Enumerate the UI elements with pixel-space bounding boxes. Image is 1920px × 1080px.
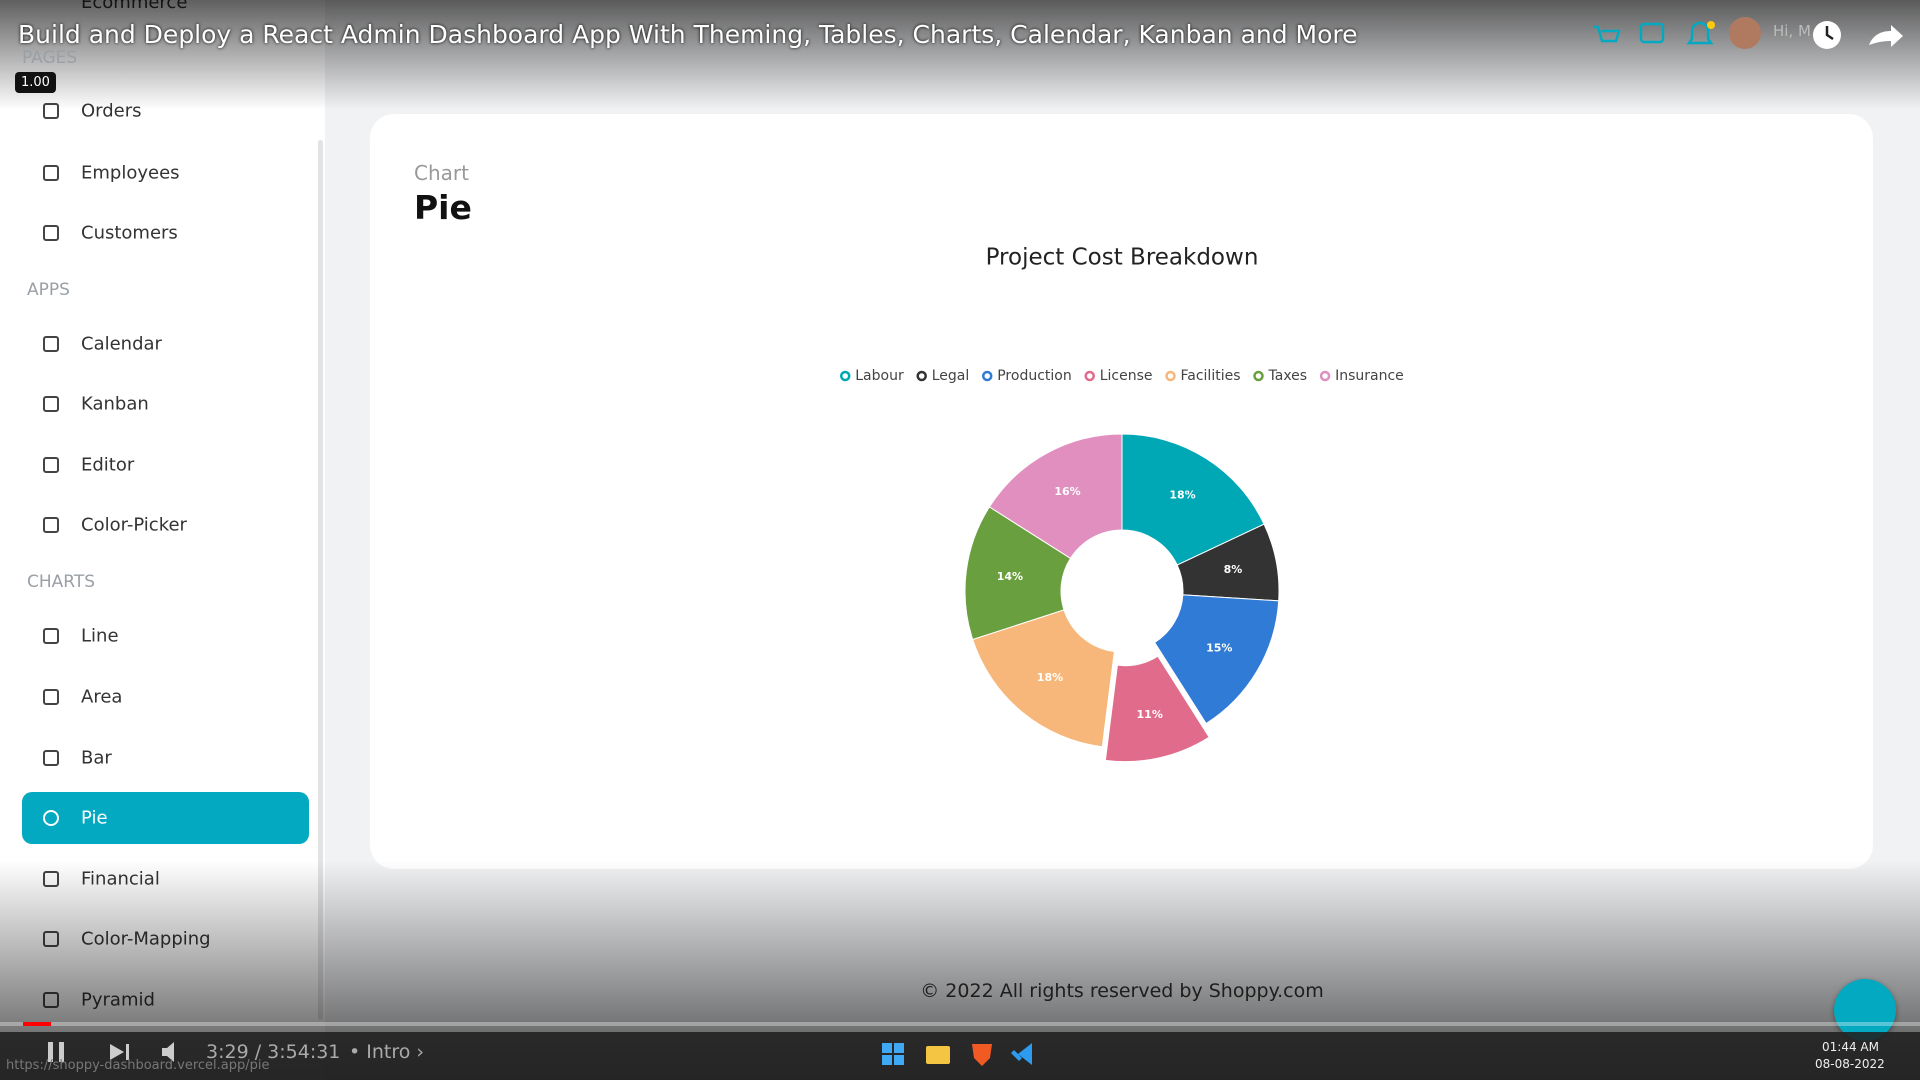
legend-swatch [916, 370, 927, 382]
legend-label: Taxes [1268, 368, 1308, 384]
top-icons [1593, 17, 1903, 49]
nav-item[interactable]: Kanban [22, 378, 309, 430]
nav-item[interactable]: Customers [22, 207, 309, 259]
speed-badge: 1.00 [15, 72, 56, 93]
nav-label: Calendar [81, 333, 162, 355]
legend-swatch [1319, 370, 1331, 382]
slice-label: 15% [1206, 642, 1232, 655]
legend-swatch [1253, 370, 1264, 382]
legend-label: Facilities [1181, 368, 1241, 384]
legend-swatch [981, 370, 993, 382]
chapter[interactable]: • Intro › [349, 1041, 424, 1063]
vscode-icon[interactable] [1011, 1043, 1032, 1065]
legend-label: Labour [855, 368, 904, 384]
settings-button[interactable] [1834, 979, 1896, 1041]
page-heading: Pie [414, 188, 472, 227]
tray-date: 08-08-2022 [1815, 1057, 1885, 1071]
share-icon[interactable] [1869, 25, 1903, 47]
progress-bar[interactable] [0, 1022, 1920, 1026]
pie-slice [972, 609, 1115, 748]
bell-icon[interactable] [1686, 21, 1714, 45]
nav-item[interactable]: Area [22, 671, 309, 723]
nav-label: Kanban [81, 393, 149, 415]
scrollbar[interactable] [318, 140, 323, 1020]
pie-slice [988, 433, 1123, 560]
nav-label: Line [81, 625, 119, 647]
nav-icon [43, 225, 59, 241]
taskbar [0, 1032, 1920, 1080]
nav-icon [43, 165, 59, 181]
chart-title: Project Cost Breakdown [986, 245, 1259, 271]
start-button[interactable] [882, 1043, 904, 1065]
slice-label: 18% [1037, 671, 1063, 684]
progress-played [23, 1022, 51, 1026]
nav-item[interactable]: Bar [22, 732, 309, 784]
clock-hands [1825, 26, 1834, 41]
legend-label: License [1100, 368, 1153, 384]
browser-icon[interactable] [972, 1044, 992, 1066]
top-gradient [0, 0, 1920, 110]
legend: Labour Legal Production License Facilities Ta… [839, 368, 1404, 384]
nav-label: Editor [81, 454, 135, 476]
slice-label: 16% [1054, 485, 1080, 498]
nav-item[interactable]: Line [22, 610, 309, 662]
pie-slice [964, 506, 1072, 641]
legend-label: Legal [932, 368, 970, 384]
badge [1707, 21, 1715, 29]
status-url: https://shoppy-dashboard.vercel.app/pie [6, 1058, 270, 1073]
pause-bar[interactable] [59, 1042, 64, 1062]
slice-label: 14% [997, 570, 1023, 583]
chat-icon[interactable] [1639, 22, 1665, 44]
nav-icon [43, 689, 59, 705]
nav-icon [43, 396, 59, 412]
page-category: Chart [414, 161, 469, 185]
nav-label: Customers [81, 222, 178, 244]
slice-label: 11% [1137, 708, 1163, 721]
legend-swatch [1084, 370, 1095, 382]
nav-icon [43, 750, 59, 766]
taskbar-apps [882, 1043, 1032, 1066]
next-button[interactable] [110, 1044, 129, 1060]
section-title: APPS [27, 280, 70, 300]
section-title: PAGES [22, 48, 78, 68]
nav-item[interactable]: Calendar [22, 318, 309, 370]
nav-item[interactable]: Pie [22, 792, 309, 844]
nav-icon [43, 517, 59, 533]
legend-swatch [839, 370, 851, 382]
nav-item[interactable]: Employees [22, 147, 309, 199]
legend-swatch [1165, 370, 1176, 382]
slice-label: 18% [1169, 489, 1195, 502]
nav-item[interactable]: Color-Picker [22, 499, 309, 551]
nav-label: Pie [81, 807, 108, 829]
legend-label: Insurance [1335, 368, 1404, 384]
explorer-icon[interactable] [926, 1046, 950, 1064]
volume-button[interactable] [162, 1042, 174, 1062]
nav-icon [43, 810, 59, 826]
slice-label: 8% [1224, 563, 1243, 576]
cart-icon[interactable] [1593, 25, 1621, 43]
nav-icon [43, 628, 59, 644]
nav-label: Employees [81, 162, 180, 184]
tray-clock: 01:44 AM [1822, 1040, 1879, 1054]
legend-label: Production [997, 368, 1071, 384]
pie-slice [1154, 594, 1280, 725]
greeting: Hi, M [1773, 22, 1811, 40]
pie-slice [1121, 433, 1265, 566]
nav-label: Color-Picker [81, 514, 187, 536]
video-title[interactable]: Build and Deploy a React Admin Dashboard… [18, 20, 1358, 49]
nav-icon [43, 457, 59, 473]
avatar[interactable] [1729, 17, 1761, 49]
video-time: 3:29 / 3:54:31 [206, 1041, 341, 1063]
player-controls [48, 1042, 174, 1062]
nav-icon [43, 336, 59, 352]
section-title: CHARTS [27, 572, 96, 592]
pie-slice [1104, 655, 1210, 763]
nav-label: Area [81, 686, 123, 708]
nav-label: Bar [81, 747, 112, 769]
nav-item[interactable]: Editor [22, 439, 309, 491]
pause-bar[interactable] [48, 1042, 53, 1062]
